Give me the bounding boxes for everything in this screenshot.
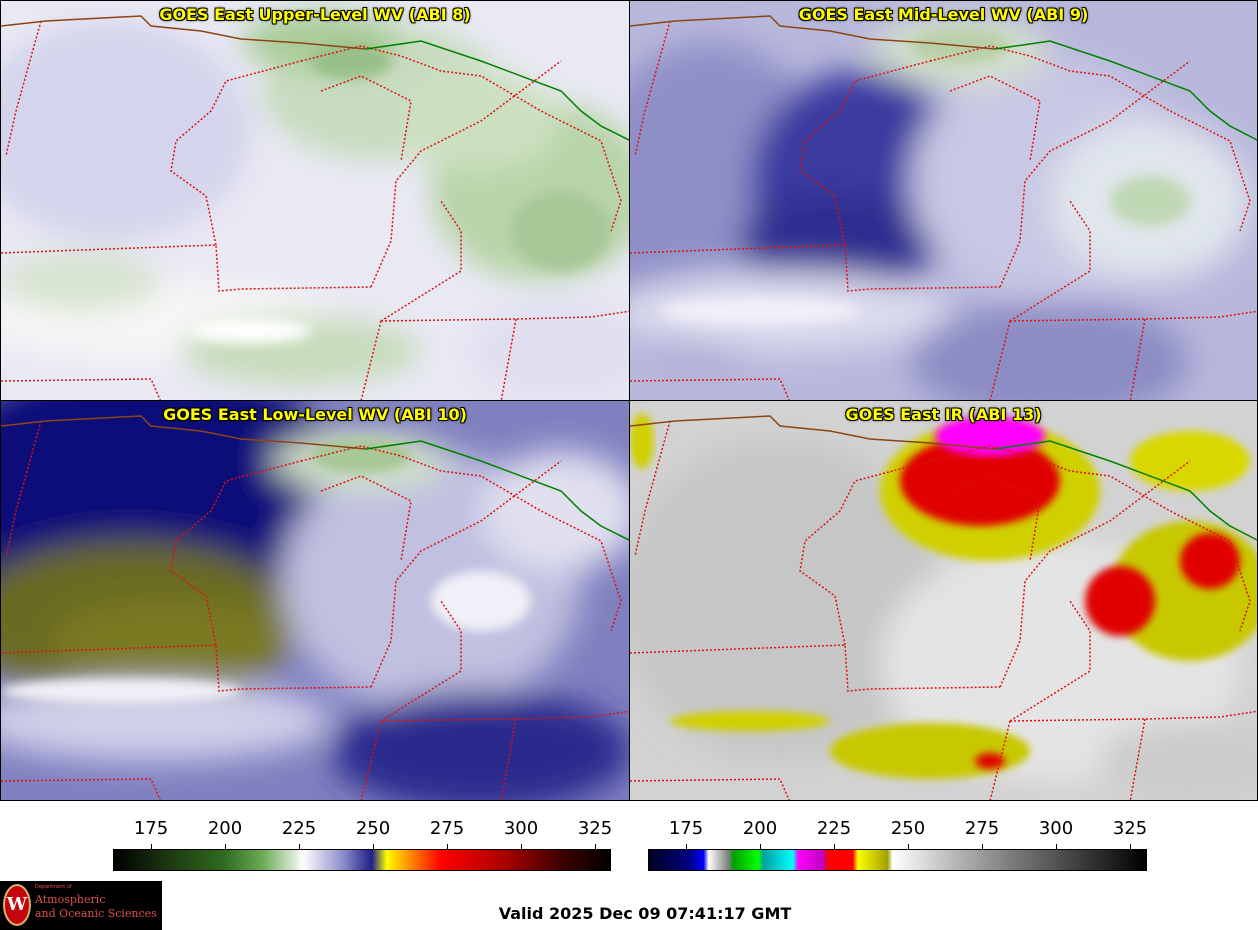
colorbar-tick-label: 200 — [207, 818, 243, 839]
upper-level-wv-panel: GOES East Upper-Level WV (ABI 8) — [0, 0, 630, 401]
wv-colorbar — [113, 849, 611, 871]
map-borders-overlay — [630, 415, 1257, 800]
mid-level-wv-image — [630, 1, 1257, 400]
panel-title: GOES East Mid-Level WV (ABI 9) — [798, 5, 1089, 24]
colorbar-tick — [834, 844, 835, 849]
uw-aos-logo: W Department of Atmospheric and Oceanic … — [0, 881, 162, 930]
map-borders-overlay — [1, 415, 629, 800]
colorbar-tick-label: 225 — [281, 818, 317, 839]
colorbar-tick — [760, 844, 761, 849]
colorbar-tick-label: 275 — [964, 818, 1000, 839]
ir-colorbar — [648, 849, 1147, 871]
colorbar-tick — [447, 844, 448, 849]
colorbar-tick — [686, 844, 687, 849]
panel-title: GOES East IR (ABI 13) — [845, 405, 1042, 424]
mid-level-wv-panel: GOES East Mid-Level WV (ABI 9) — [629, 0, 1258, 401]
colorbar-tick — [225, 844, 226, 849]
ir-image — [630, 401, 1257, 800]
colorbar-tick — [982, 844, 983, 849]
valid-time-label: Valid 2025 Dec 09 07:41:17 GMT — [498, 904, 792, 923]
logo-line2: and Oceanic Sciences — [35, 907, 157, 920]
logo-department-text: Department of — [35, 884, 72, 890]
ir-panel: GOES East IR (ABI 13) — [629, 400, 1258, 801]
colorbar-tick-label: 175 — [133, 818, 169, 839]
uw-seal-icon: W — [3, 884, 31, 926]
colorbar-tick-label: 250 — [355, 818, 391, 839]
colorbar-tick-label: 175 — [668, 818, 704, 839]
colorbar-tick-label: 275 — [429, 818, 465, 839]
map-borders-overlay — [1, 15, 629, 400]
colorbar-tick-label: 225 — [816, 818, 852, 839]
colorbar-tick-label: 325 — [577, 818, 613, 839]
colorbar-tick — [373, 844, 374, 849]
colorbar-tick-label: 250 — [890, 818, 926, 839]
colorbar-tick — [1130, 844, 1131, 849]
colorbar-tick — [1056, 844, 1057, 849]
low-level-wv-image — [1, 401, 629, 800]
panel-title: GOES East Upper-Level WV (ABI 8) — [159, 5, 471, 24]
colorbar-tick — [521, 844, 522, 849]
colorbar-tick — [595, 844, 596, 849]
colorbar-tick-label: 300 — [1038, 818, 1074, 839]
colorbar-tick — [299, 844, 300, 849]
low-level-wv-panel: GOES East Low-Level WV (ABI 10) — [0, 400, 630, 801]
colorbar-tick-label: 300 — [503, 818, 539, 839]
colorbar-tick — [908, 844, 909, 849]
colorbar-tick — [151, 844, 152, 849]
colorbar-tick-label: 325 — [1112, 818, 1148, 839]
panel-title: GOES East Low-Level WV (ABI 10) — [163, 405, 467, 424]
colorbar-tick-label: 200 — [742, 818, 778, 839]
map-borders-overlay — [630, 15, 1257, 400]
logo-line1: Atmospheric — [35, 893, 106, 906]
